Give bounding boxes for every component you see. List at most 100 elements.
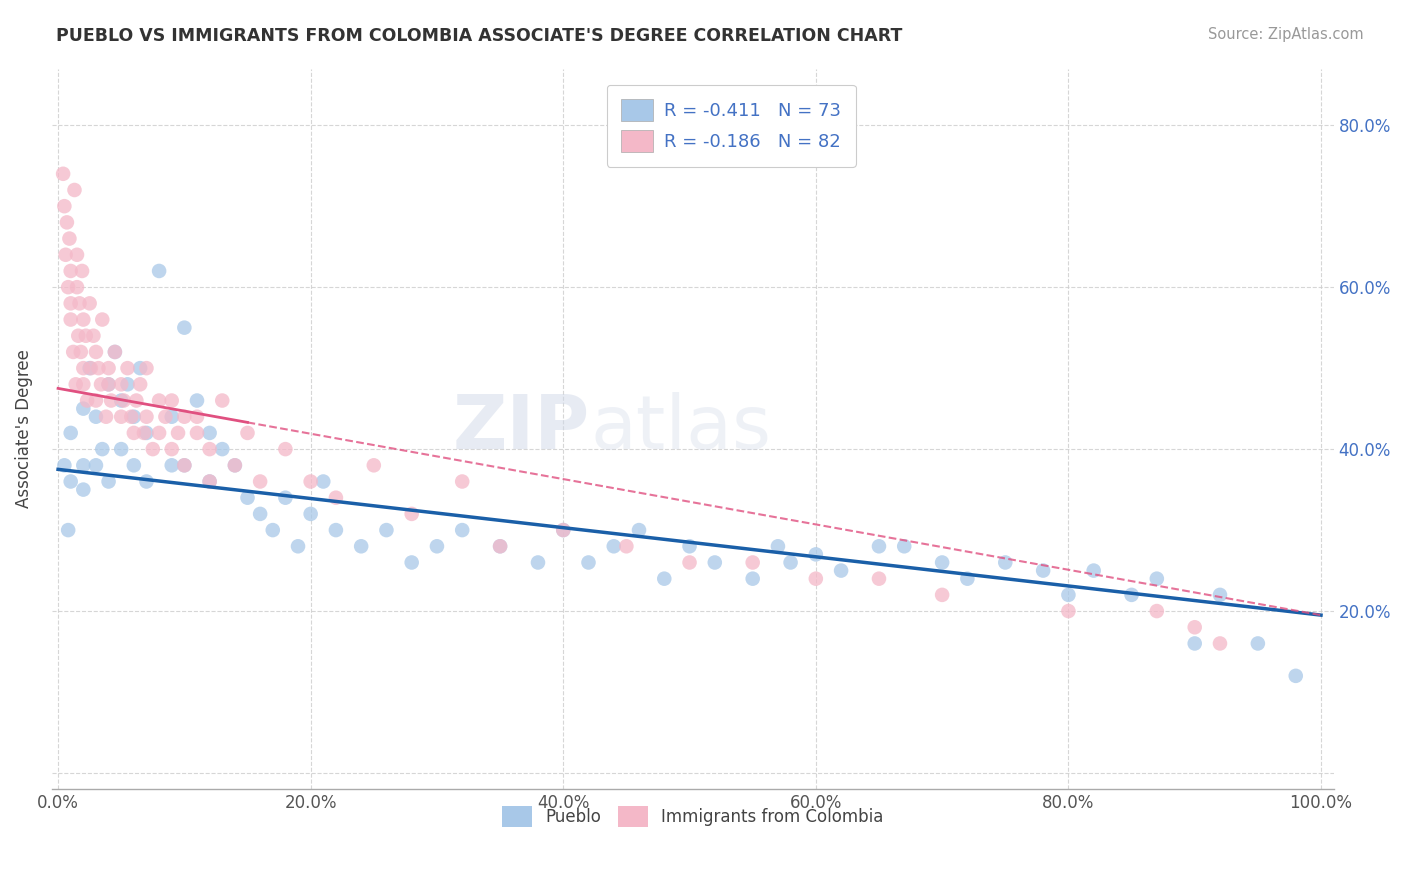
Point <box>148 425 170 440</box>
Point <box>198 475 221 489</box>
Y-axis label: Associate's Degree: Associate's Degree <box>15 350 32 508</box>
Point <box>104 345 127 359</box>
Point <box>451 523 474 537</box>
Point <box>125 393 148 408</box>
Point <box>129 377 152 392</box>
Point <box>603 539 626 553</box>
Point <box>804 548 827 562</box>
Point <box>652 572 675 586</box>
Point <box>1057 604 1080 618</box>
Point <box>274 491 297 505</box>
Point <box>135 475 157 489</box>
Point <box>155 409 177 424</box>
Point <box>56 215 79 229</box>
Point <box>110 393 132 408</box>
Point <box>97 377 120 392</box>
Point <box>122 425 145 440</box>
Point <box>325 491 347 505</box>
Point <box>53 199 76 213</box>
Point <box>76 393 98 408</box>
Point <box>868 572 890 586</box>
Point <box>198 442 221 456</box>
Point <box>1209 636 1232 650</box>
Text: PUEBLO VS IMMIGRANTS FROM COLOMBIA ASSOCIATE'S DEGREE CORRELATION CHART: PUEBLO VS IMMIGRANTS FROM COLOMBIA ASSOC… <box>56 27 903 45</box>
Point <box>72 361 94 376</box>
Point <box>236 425 259 440</box>
Point <box>868 539 890 553</box>
Point <box>79 361 101 376</box>
Point <box>72 401 94 416</box>
Point <box>741 556 763 570</box>
Point <box>1184 620 1206 634</box>
Point <box>135 361 157 376</box>
Point <box>578 556 600 570</box>
Point <box>489 539 512 553</box>
Point <box>84 345 107 359</box>
Point <box>249 507 271 521</box>
Point <box>211 442 233 456</box>
Point <box>72 483 94 497</box>
Point <box>173 458 195 473</box>
Point <box>363 458 385 473</box>
Point <box>70 264 93 278</box>
Point <box>1032 564 1054 578</box>
Point <box>84 393 107 408</box>
Point <box>117 377 139 392</box>
Point <box>52 167 75 181</box>
Point <box>72 458 94 473</box>
Point <box>80 361 103 376</box>
Point <box>375 523 398 537</box>
Point <box>167 425 190 440</box>
Point <box>67 328 90 343</box>
Point <box>779 556 801 570</box>
Text: Source: ZipAtlas.com: Source: ZipAtlas.com <box>1208 27 1364 42</box>
Point <box>186 393 208 408</box>
Point <box>87 361 110 376</box>
Point <box>59 475 82 489</box>
Point <box>56 523 79 537</box>
Point <box>401 507 423 521</box>
Point <box>1285 669 1308 683</box>
Point <box>132 425 155 440</box>
Point <box>1083 564 1105 578</box>
Point <box>616 539 638 553</box>
Point <box>804 572 827 586</box>
Point <box>224 458 246 473</box>
Point <box>1146 604 1168 618</box>
Point <box>299 507 322 521</box>
Point <box>135 409 157 424</box>
Point <box>1121 588 1143 602</box>
Point <box>766 539 789 553</box>
Point <box>110 442 132 456</box>
Point <box>55 248 77 262</box>
Point <box>72 312 94 326</box>
Point <box>703 556 725 570</box>
Point <box>79 296 101 310</box>
Point <box>53 458 76 473</box>
Point <box>274 442 297 456</box>
Point <box>91 442 114 456</box>
Point <box>198 475 221 489</box>
Point <box>66 280 89 294</box>
Point <box>627 523 650 537</box>
Point <box>956 572 979 586</box>
Point <box>287 539 309 553</box>
Point <box>122 458 145 473</box>
Point <box>104 345 127 359</box>
Point <box>58 231 80 245</box>
Point <box>97 361 120 376</box>
Point <box>65 377 87 392</box>
Point <box>122 409 145 424</box>
Point <box>186 425 208 440</box>
Point <box>678 539 700 553</box>
Point <box>110 409 132 424</box>
Point <box>148 264 170 278</box>
Point <box>120 409 142 424</box>
Point <box>59 296 82 310</box>
Point <box>75 328 97 343</box>
Point <box>426 539 449 553</box>
Point <box>325 523 347 537</box>
Point <box>236 491 259 505</box>
Point <box>350 539 373 553</box>
Point <box>893 539 915 553</box>
